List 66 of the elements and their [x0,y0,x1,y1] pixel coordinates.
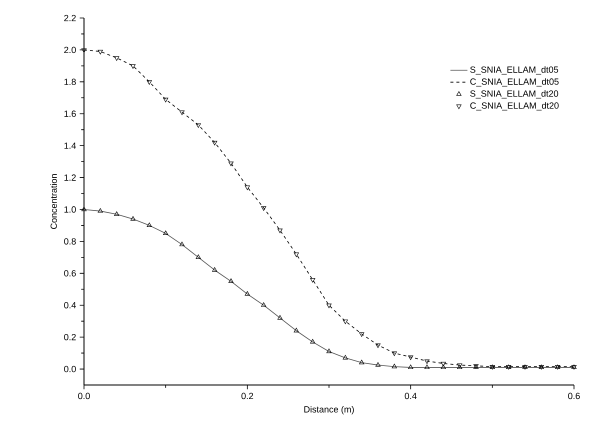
legend-label: S_SNIA_ELLAM_dt05 [470,66,558,74]
point [326,348,332,354]
y-tick-label: 0.6 [64,270,76,276]
point [179,110,185,116]
point [228,278,234,283]
point [294,328,299,332]
y-tick-label: 1.4 [64,142,76,149]
point [392,364,397,368]
point [163,230,168,236]
point [326,304,332,308]
y-axis-title: Concentration [50,174,57,229]
point [375,344,381,348]
point [392,351,397,356]
point [277,228,283,234]
x-tick-label: 0.0 [78,392,90,400]
point [261,302,266,307]
point [294,252,299,258]
x-tick-label: 0.6 [568,392,580,400]
point [130,64,136,69]
legend-label: S_SNIA_ELLAM_dt20 [470,90,558,98]
point [440,364,446,370]
point [342,354,348,360]
y-tick-label: 1.2 [64,174,76,181]
point [98,208,103,213]
point [179,242,185,246]
point [408,355,414,360]
point [440,362,446,366]
y-tick-label: 1.0 [64,206,76,213]
y-tick-label: 0.2 [64,334,76,340]
point [146,222,152,228]
point [212,267,218,272]
point [98,50,103,54]
point [408,364,414,370]
point [114,211,120,216]
x-tick-label: 0.2 [241,392,254,400]
point [310,278,316,283]
legend-label: C_SNIA_ELLAM_dt05 [470,78,559,86]
point [244,291,250,296]
point [163,98,168,102]
x-axis-title: Distance (m) [304,406,354,414]
point [196,123,201,128]
point [212,140,218,146]
point [146,80,152,85]
point [359,360,364,364]
point [196,254,201,259]
y-tick-label: 0.4 [64,302,76,308]
point [342,320,348,324]
y-tick-label: 2.2 [64,14,76,22]
point [310,339,316,344]
y-tick-label: 1.8 [64,78,76,86]
y-tick-label: 2.0 [64,46,76,54]
y-tick-label: 0.8 [64,238,76,245]
point [130,216,136,221]
point [81,48,87,53]
point [81,206,87,212]
point [261,206,266,211]
point [244,186,250,190]
x-tick-label: 0.4 [404,392,417,400]
point [359,332,364,337]
point [375,362,381,367]
point [114,56,120,61]
y-tick-label: 0.0 [64,366,76,372]
legend-label: C_SNIA_ELLAM_dt20 [470,102,559,110]
point [277,315,283,320]
point [228,162,234,166]
y-tick-label: 1.6 [64,110,76,117]
